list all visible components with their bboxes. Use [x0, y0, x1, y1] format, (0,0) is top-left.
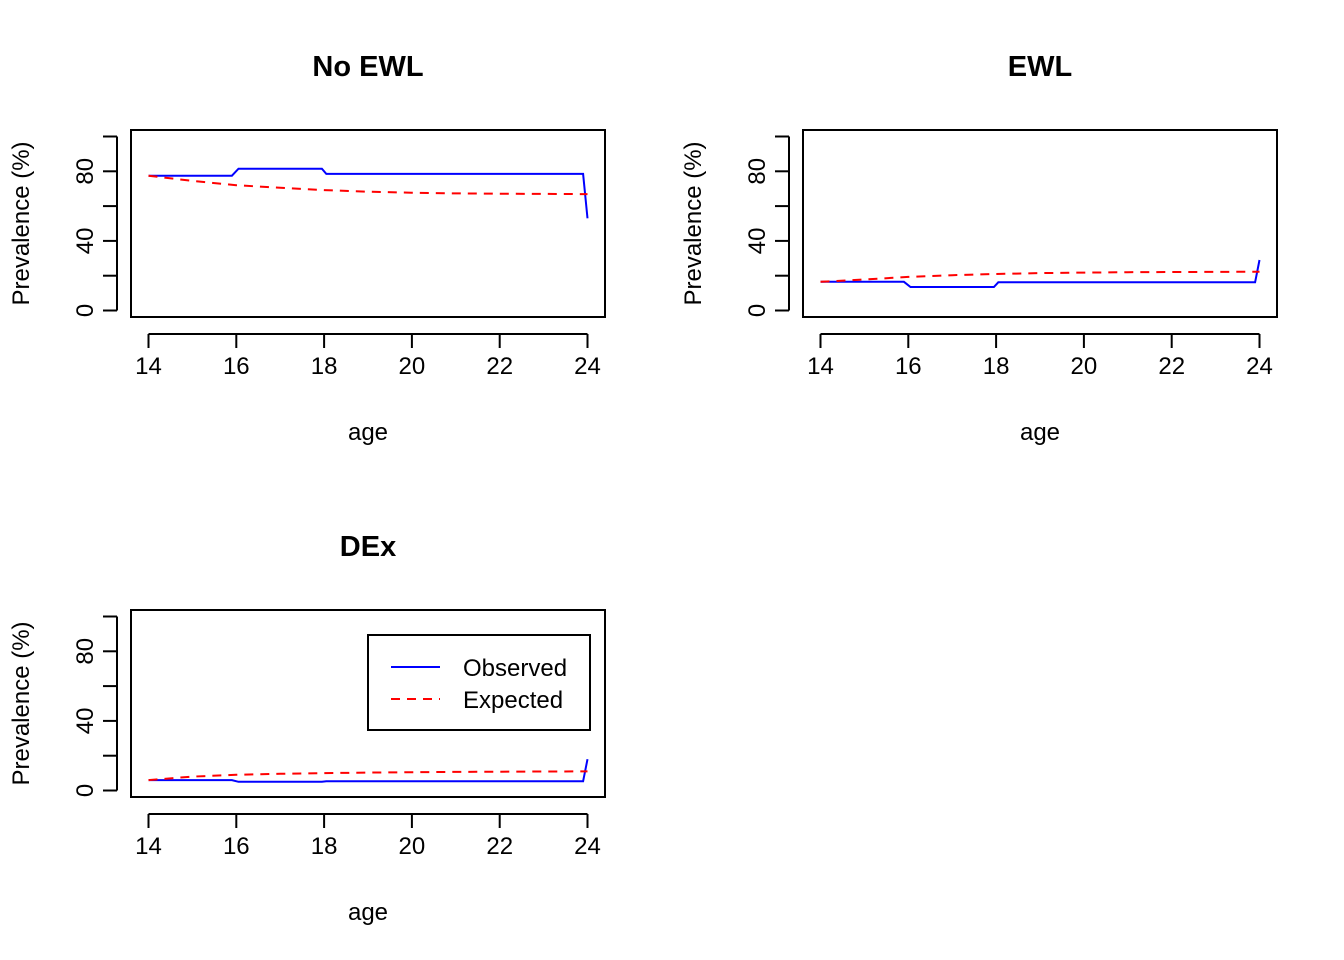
chart-title: EWL: [1008, 51, 1072, 83]
series-line-observed: [820, 259, 1261, 288]
x-axis-label: age: [348, 419, 388, 446]
chart-panel-2: EWL 14 16 18 20 22 24 age 0 40 80 Prevalence (%): [680, 51, 1278, 446]
x-tick-label: 22: [486, 353, 513, 380]
series-line-observed: [148, 167, 589, 219]
y-tick-label: 80: [744, 158, 771, 185]
x-tick-label: 20: [399, 833, 426, 860]
x-axis-label: age: [1020, 419, 1060, 446]
x-tick-label: 14: [135, 833, 162, 860]
legend-box: [367, 634, 591, 731]
y-axis-label: Prevalence (%): [8, 621, 35, 785]
chart-panel-1: No EWL 14 16 18 20 22 24 age 0 40 80 Prevalence (%): [8, 51, 606, 446]
y-tick-label: 40: [744, 228, 771, 255]
plot-frame: [130, 129, 606, 318]
legend-label-expected: Expected: [463, 687, 563, 714]
x-tick-label: 14: [135, 353, 162, 380]
x-tick-label: 24: [574, 353, 601, 380]
y-tick-label: 80: [72, 158, 99, 185]
y-tick-label: 40: [72, 228, 99, 255]
x-tick-label: 16: [895, 353, 922, 380]
x-tick-label: 22: [486, 833, 513, 860]
x-tick-label: 24: [1246, 353, 1273, 380]
chart-title: DEx: [340, 531, 396, 563]
plot-frame: [130, 609, 606, 798]
y-tick-label: 80: [72, 638, 99, 665]
x-axis-label: age: [348, 899, 388, 926]
y-tick-label: 0: [72, 784, 99, 797]
y-tick-label: 0: [72, 304, 99, 317]
x-tick-label: 24: [574, 833, 601, 860]
x-tick-label: 20: [1071, 353, 1098, 380]
x-tick-label: 20: [399, 353, 426, 380]
x-tick-label: 16: [223, 833, 250, 860]
chart-panel-3: DEx 14 16 18 20 22 24 age 0 40 80 Prevalence (%) Obs…: [8, 531, 606, 926]
legend-label-observed: Observed: [463, 655, 567, 682]
x-tick-label: 16: [223, 353, 250, 380]
x-tick-label: 14: [807, 353, 834, 380]
x-tick-label: 18: [311, 353, 338, 380]
y-tick-label: 40: [72, 708, 99, 735]
series-line-observed: [148, 759, 589, 783]
y-tick-label: 0: [744, 304, 771, 317]
x-tick-label: 18: [983, 353, 1010, 380]
x-tick-label: 18: [311, 833, 338, 860]
plot-frame: [802, 129, 1278, 318]
y-axis-label: Prevalence (%): [8, 141, 35, 305]
chart-title: No EWL: [312, 51, 423, 83]
y-axis-label: Prevalence (%): [680, 141, 707, 305]
x-tick-label: 22: [1158, 353, 1185, 380]
legend: Observed Expected: [367, 634, 591, 731]
